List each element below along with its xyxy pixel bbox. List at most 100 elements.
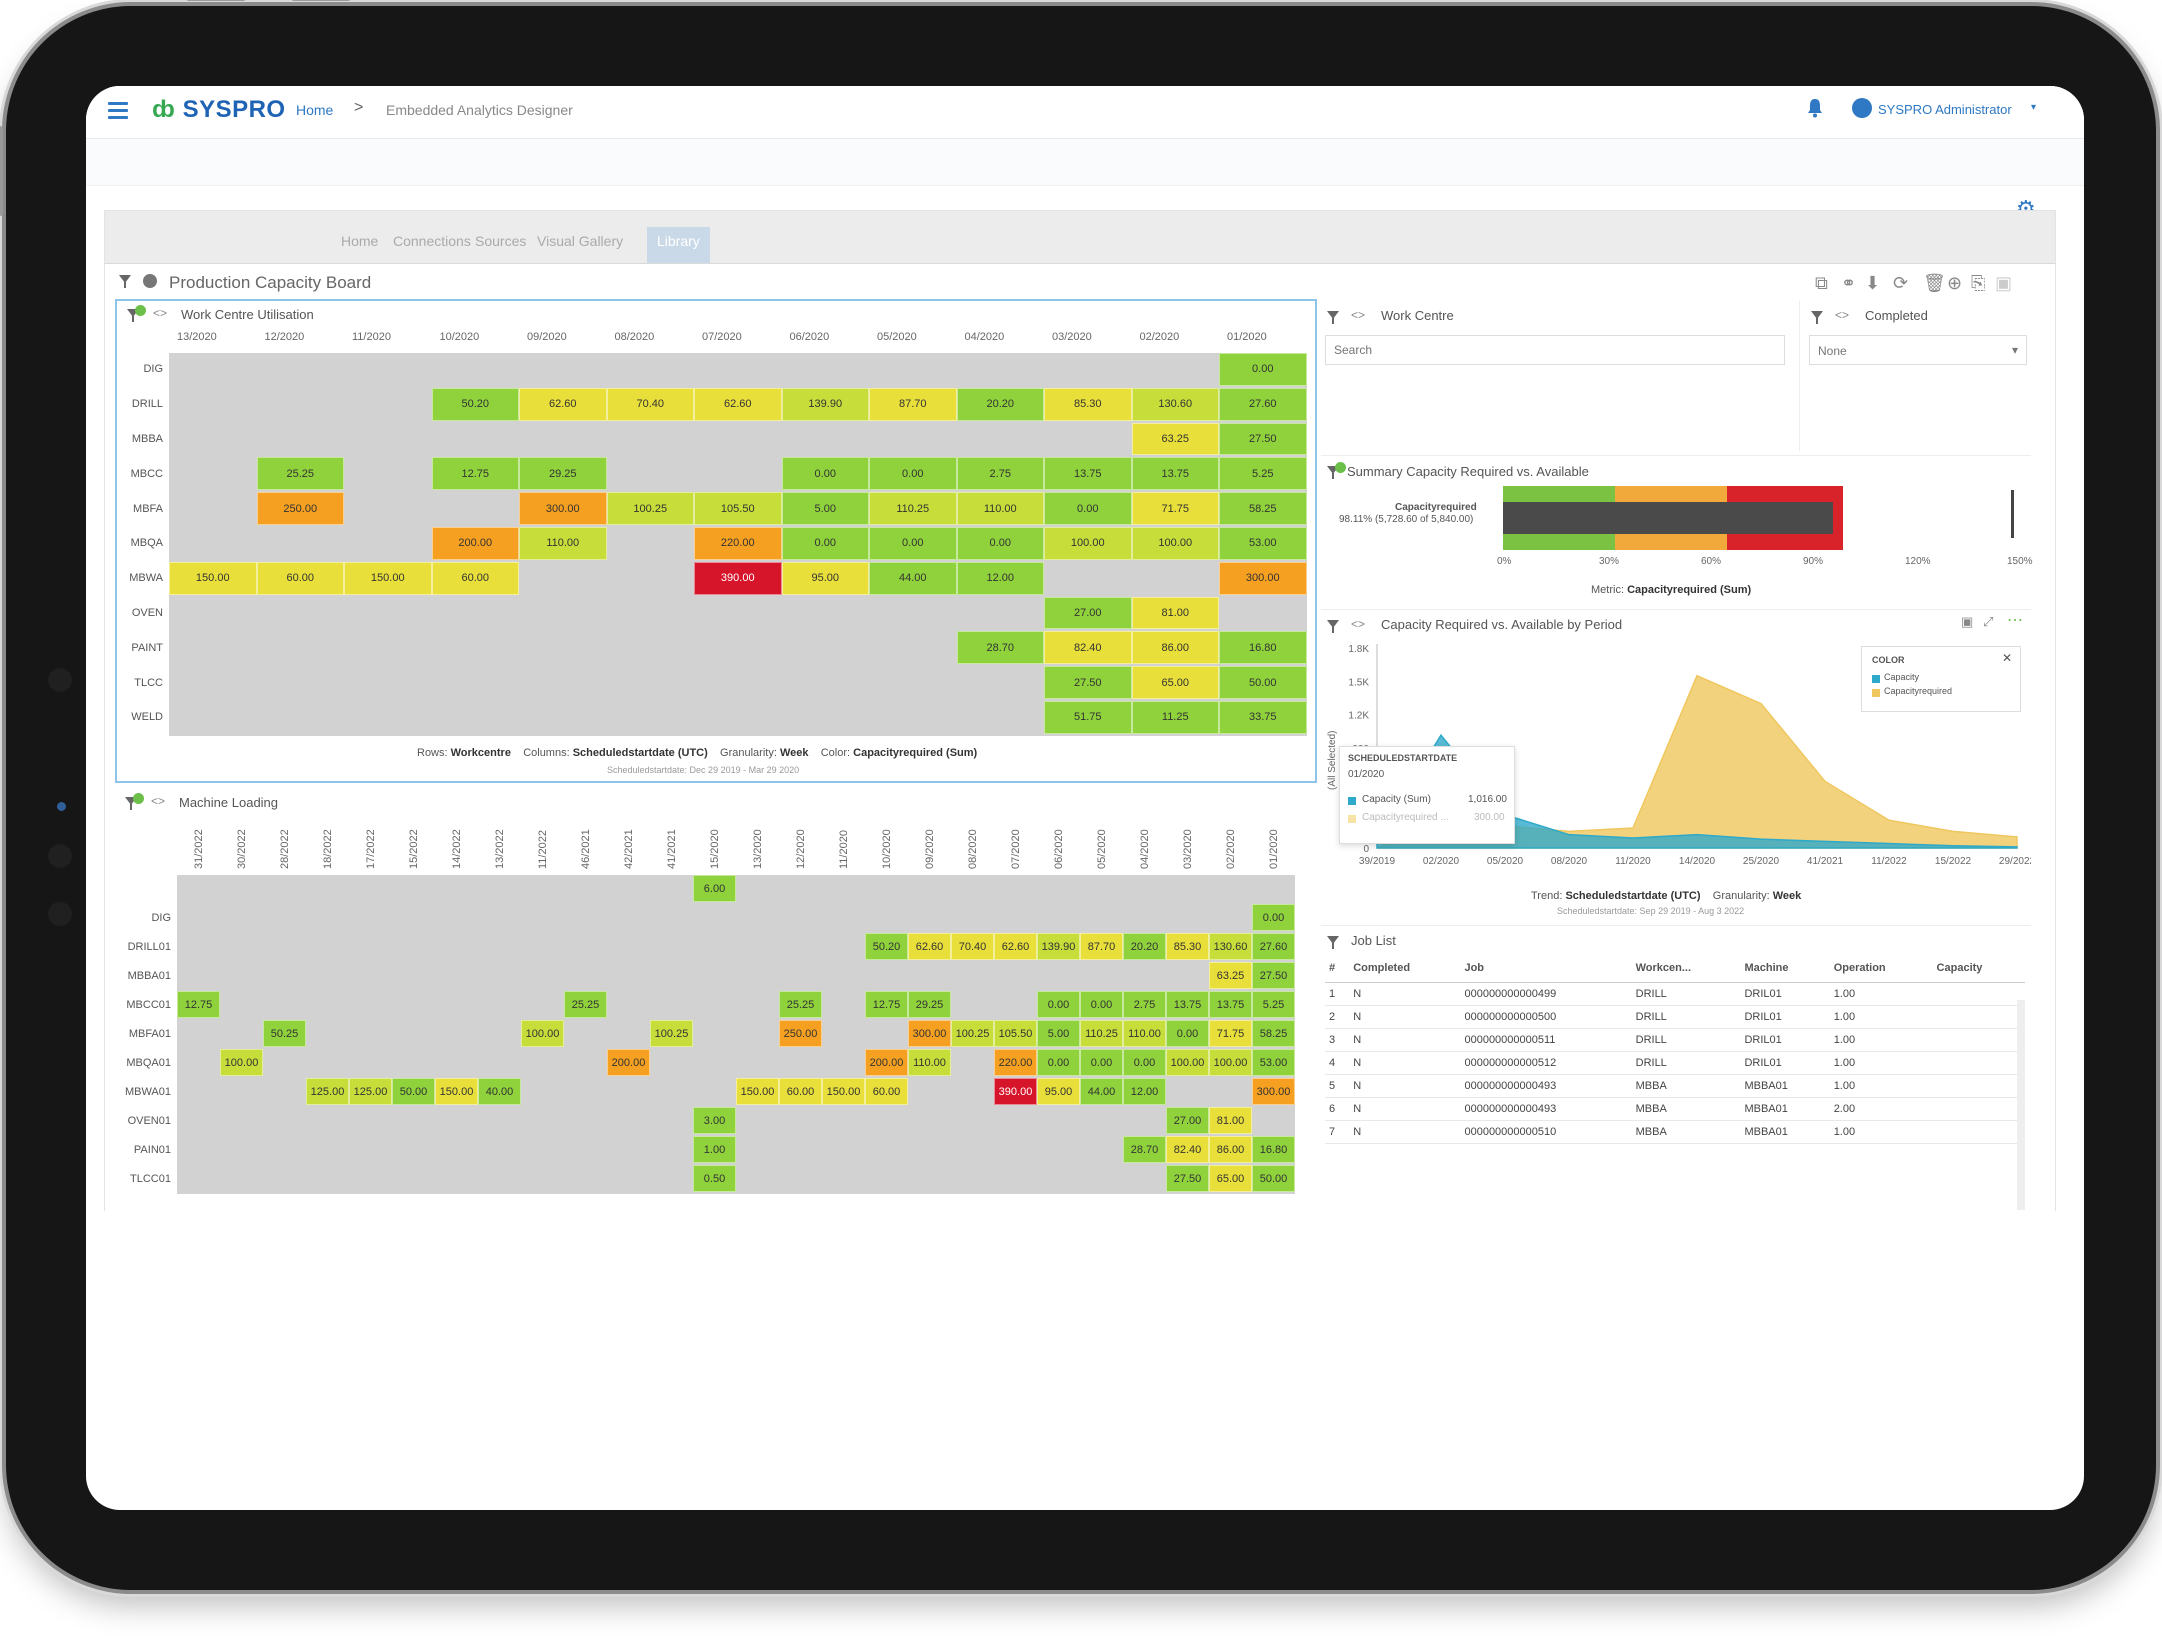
filter-icon[interactable] [127, 309, 139, 322]
heatmap-cell[interactable]: 200.00 [865, 1049, 908, 1076]
heatmap-cell[interactable]: 86.00 [1209, 1136, 1252, 1163]
heatmap-cell[interactable]: 53.00 [1252, 1049, 1295, 1076]
heatmap-cell[interactable]: 85.30 [1166, 933, 1209, 960]
save-icon[interactable]: ▣ [1961, 614, 1974, 629]
table-row[interactable]: 3 N 000000000000511 DRILL DRIL01 1.00 [1325, 1028, 2025, 1052]
heatmap-cell[interactable]: 50.00 [1252, 1165, 1295, 1192]
heatmap-cell[interactable]: 0.00 [1219, 353, 1307, 386]
link-icon[interactable]: <> [153, 306, 168, 320]
heatmap-cell[interactable]: 125.00 [349, 1078, 392, 1105]
heatmap-cell[interactable]: 200.00 [607, 1049, 650, 1076]
heatmap-cell[interactable]: 130.60 [1131, 387, 1219, 421]
heatmap-cell[interactable]: 29.25 [519, 457, 607, 491]
heatmap-cell[interactable]: 27.50 [1044, 666, 1132, 699]
heatmap-cell[interactable]: 82.40 [1044, 631, 1132, 665]
heatmap-cell[interactable]: 27.60 [1252, 933, 1295, 960]
user-name-menu[interactable]: SYSPRO Administrator [1878, 102, 2012, 117]
heatmap-cell[interactable]: 0.00 [1037, 991, 1080, 1018]
link-icon[interactable]: <> [1351, 617, 1366, 631]
heatmap-cell[interactable]: 44.00 [869, 561, 957, 595]
heatmap-cell[interactable]: 13.75 [1044, 457, 1132, 491]
table-row[interactable]: 1 N 000000000000499 DRILL DRIL01 1.00 [1325, 982, 2025, 1006]
heatmap-cell[interactable]: 3.00 [693, 1107, 736, 1134]
link-icon[interactable]: ⚭ [1841, 273, 1857, 293]
table-scrollbar[interactable] [2017, 1000, 2025, 1210]
tab-home[interactable]: Home [341, 233, 379, 249]
heatmap-cell[interactable]: 110.25 [869, 492, 957, 525]
heatmap-cell[interactable]: 2.75 [1123, 991, 1166, 1018]
heatmap-cell[interactable]: 0.00 [869, 457, 957, 491]
heatmap-cell[interactable]: 5.00 [1037, 1020, 1080, 1047]
column-header[interactable]: Capacity [1932, 954, 2025, 983]
heatmap-cell[interactable]: 250.00 [779, 1020, 822, 1047]
heatmap-cell[interactable]: 100.00 [1044, 527, 1132, 560]
filter-icon[interactable] [1327, 466, 1339, 479]
machine-loading-panel[interactable]: <> Machine Loading 31/2022 30/2022 28/2022… [115, 789, 1317, 1211]
heatmap-cell[interactable]: 150.00 [344, 561, 432, 595]
heatmap-cell[interactable]: 60.00 [779, 1078, 822, 1105]
heatmap-cell[interactable]: 33.75 [1219, 701, 1307, 734]
heatmap-cell[interactable]: 70.40 [606, 387, 694, 421]
heatmap-cell[interactable]: 20.20 [956, 387, 1044, 421]
heatmap-cell[interactable]: 100.25 [606, 492, 694, 525]
heatmap-cell[interactable]: 100.00 [521, 1020, 564, 1047]
heatmap-cell[interactable]: 300.00 [519, 492, 607, 525]
heatmap-cell[interactable]: 5.25 [1219, 457, 1307, 491]
heatmap-cell[interactable]: 63.25 [1209, 962, 1252, 989]
heatmap-cell[interactable]: 28.70 [956, 631, 1044, 665]
heatmap-cell[interactable]: 58.25 [1219, 492, 1307, 525]
heatmap-cell[interactable]: 85.30 [1044, 387, 1132, 421]
tab-connections[interactable]: Connections [393, 233, 471, 249]
heatmap-cell[interactable]: 110.25 [1080, 1020, 1123, 1047]
heatmap-cell[interactable]: 150.00 [822, 1078, 865, 1105]
column-header[interactable]: Operation [1829, 954, 1933, 983]
heatmap-cell[interactable]: 50.20 [865, 933, 908, 960]
heatmap-cell[interactable]: 6.00 [693, 875, 736, 902]
heatmap-cell[interactable]: 58.25 [1252, 1020, 1295, 1047]
heatmap-cell[interactable]: 16.80 [1252, 1136, 1295, 1163]
heatmap-cell[interactable]: 20.20 [1123, 933, 1166, 960]
heatmap-cell[interactable]: 13.75 [1209, 991, 1252, 1018]
board-settings-icon[interactable] [143, 274, 157, 288]
user-avatar-icon[interactable] [1852, 98, 1872, 118]
link-icon[interactable]: <> [1351, 308, 1366, 322]
breadcrumb-home[interactable]: Home [296, 102, 334, 118]
heatmap-cell[interactable]: 27.50 [1166, 1165, 1209, 1192]
heatmap-cell[interactable]: 0.00 [781, 457, 869, 491]
link-icon[interactable]: <> [1835, 308, 1850, 322]
user-menu-caret-icon[interactable]: ▾ [2031, 102, 2037, 113]
heatmap-cell[interactable]: 50.00 [392, 1078, 435, 1105]
filter-icon[interactable] [125, 797, 137, 810]
heatmap-cell[interactable]: 0.00 [1252, 904, 1295, 931]
heatmap-cell[interactable]: 390.00 [994, 1078, 1037, 1105]
column-header[interactable]: Job [1460, 954, 1632, 983]
heatmap-cell[interactable]: 139.90 [781, 387, 869, 421]
heatmap-cell[interactable]: 71.75 [1209, 1020, 1252, 1047]
column-header[interactable]: # [1325, 954, 1350, 983]
heatmap-cell[interactable]: 105.50 [694, 492, 782, 525]
heatmap-cell[interactable]: 95.00 [781, 561, 869, 595]
heatmap-cell[interactable]: 300.00 [1219, 561, 1307, 595]
heatmap-cell[interactable]: 12.75 [865, 991, 908, 1018]
heatmap-cell[interactable]: 44.00 [1080, 1078, 1123, 1105]
heatmap-cell[interactable]: 27.50 [1219, 422, 1307, 456]
column-header[interactable]: Machine [1740, 954, 1830, 983]
filter-icon[interactable] [1811, 311, 1823, 324]
heatmap-cell[interactable]: 0.00 [1037, 1049, 1080, 1076]
job-list-panel[interactable]: Job List # Completed Job Workcen... Machine O… [1321, 925, 2031, 1211]
heatmap-cell[interactable]: 150.00 [169, 561, 257, 595]
filter-icon[interactable] [119, 275, 131, 288]
heatmap-cell[interactable]: 62.60 [519, 387, 607, 421]
capacity-trend-panel[interactable]: <> Capacity Required vs. Available by Pe… [1321, 609, 2031, 922]
completed-select[interactable]: None ▾ [1809, 335, 2027, 365]
heatmap-cell[interactable]: 150.00 [736, 1078, 779, 1105]
heatmap-cell[interactable]: 105.50 [994, 1020, 1037, 1047]
heatmap-cell[interactable]: 60.00 [431, 561, 519, 595]
expand-icon[interactable]: ⤢ [1983, 614, 1994, 629]
work-centre-utilisation-panel[interactable]: <> Work Centre Utilisation 13/2020 12/202… [115, 299, 1317, 783]
heatmap-cell[interactable]: 300.00 [1252, 1078, 1295, 1105]
heatmap-cell[interactable]: 5.00 [781, 492, 869, 525]
heatmap-cell[interactable]: 100.00 [1131, 527, 1219, 560]
work-centre-search-input[interactable] [1325, 335, 1785, 365]
legend-item[interactable]: Capacity [1884, 672, 1920, 682]
